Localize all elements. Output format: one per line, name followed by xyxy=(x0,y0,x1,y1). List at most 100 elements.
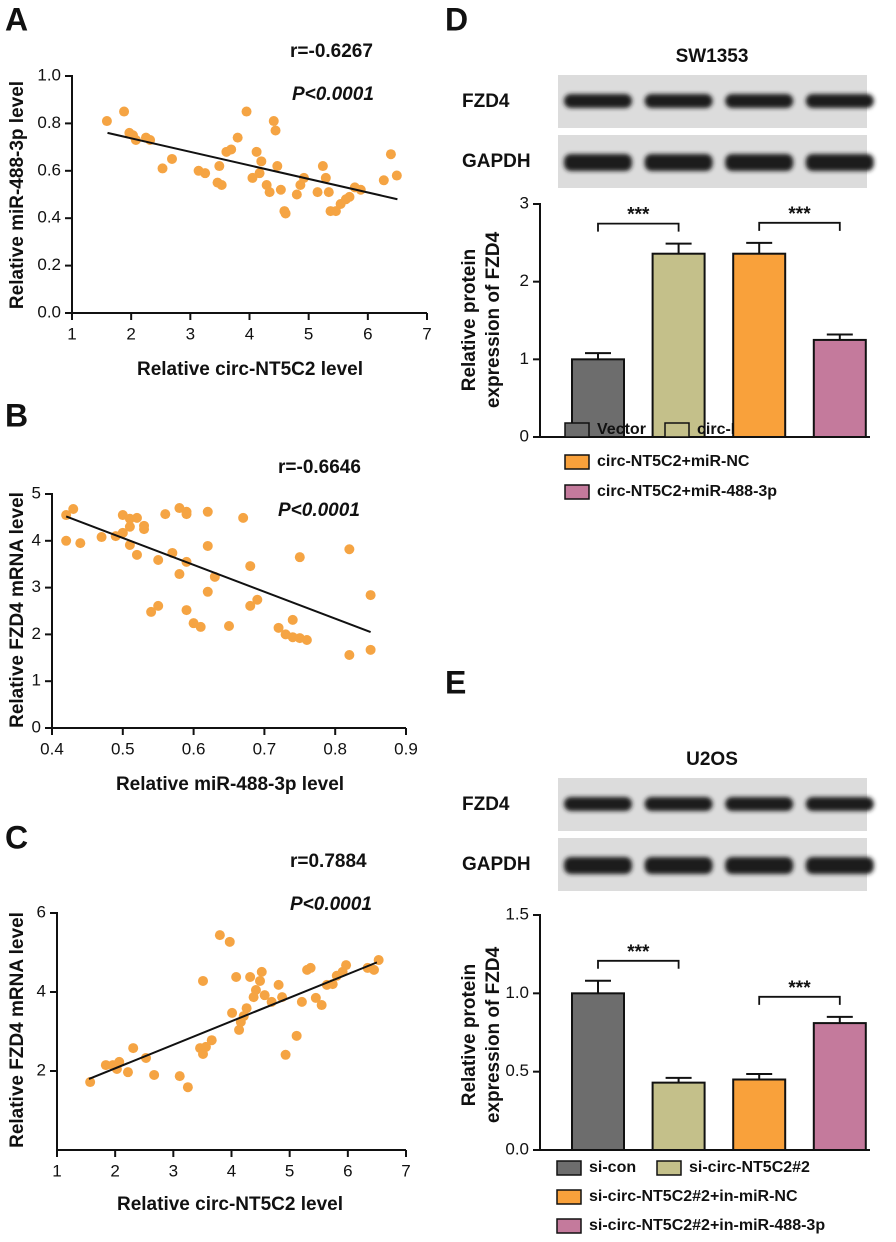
y-axis-label: expression of FZD4 xyxy=(483,231,504,408)
y-tick-label: 6 xyxy=(37,902,46,921)
point xyxy=(124,521,135,532)
y-axis-label: Relative protein xyxy=(459,249,480,392)
y-tick-label: 2 xyxy=(37,1060,46,1079)
point xyxy=(131,549,142,560)
stat-annotation: P<0.0001 xyxy=(290,894,372,915)
blot-band xyxy=(805,857,874,874)
point xyxy=(214,930,225,941)
point xyxy=(231,971,242,982)
point xyxy=(317,161,328,172)
x-tick-label: 0.6 xyxy=(182,739,206,758)
x-tick-label: 1 xyxy=(52,1161,61,1180)
bar xyxy=(651,252,706,438)
y-axis-label: Relative miR-488-3p level xyxy=(7,81,28,309)
point xyxy=(247,172,258,183)
blot-band xyxy=(564,857,632,874)
point xyxy=(280,208,291,219)
blot-band xyxy=(805,94,874,108)
x-tick-label: 2 xyxy=(126,324,135,343)
point xyxy=(344,544,355,555)
point xyxy=(256,156,267,167)
y-tick-label: 0.6 xyxy=(37,160,61,179)
point xyxy=(128,1043,139,1054)
point xyxy=(202,586,213,597)
significance-bracket xyxy=(758,995,841,1005)
point xyxy=(320,172,331,183)
point xyxy=(146,606,157,617)
point xyxy=(131,512,142,523)
legend-swatch xyxy=(556,1218,582,1234)
blot-band xyxy=(644,857,713,874)
legend-swatch xyxy=(656,1160,682,1176)
point xyxy=(75,538,86,549)
blot-band xyxy=(644,797,713,811)
point xyxy=(119,106,130,117)
significance-label: *** xyxy=(788,204,811,225)
y-tick-label: 1.5 xyxy=(505,904,529,923)
x-tick-label: 0.5 xyxy=(111,739,135,758)
blot-band xyxy=(805,797,874,811)
point xyxy=(245,600,256,611)
point xyxy=(68,503,79,514)
blot-label: FZD4 xyxy=(462,794,510,815)
panel-label: B xyxy=(5,397,28,433)
blot-band xyxy=(564,797,632,811)
legend-label: circ-NT5C2+miR-488-3p xyxy=(597,483,777,500)
point xyxy=(224,936,235,947)
y-tick-label: 2 xyxy=(520,271,529,290)
point xyxy=(166,153,177,164)
bar xyxy=(812,338,867,438)
point xyxy=(296,996,307,1007)
point xyxy=(252,594,263,605)
point xyxy=(117,527,128,538)
significance-label: *** xyxy=(788,978,811,999)
panel-label: E xyxy=(445,664,466,700)
point xyxy=(174,1071,185,1082)
y-tick-label: 0.2 xyxy=(37,255,61,274)
legend-label: circ-NT5C2+miR-NC xyxy=(597,453,750,470)
legend-label: si-circ-NT5C2#2 xyxy=(689,1159,810,1176)
point xyxy=(100,1060,111,1071)
stat-annotation: P<0.0001 xyxy=(292,84,374,105)
point xyxy=(291,189,302,200)
bar xyxy=(651,1081,706,1151)
x-axis-label: Relative circ-NT5C2 level xyxy=(137,359,363,380)
y-tick-label: 0.0 xyxy=(37,302,61,321)
point xyxy=(149,1069,160,1080)
point xyxy=(85,1077,96,1088)
point xyxy=(181,509,192,520)
point xyxy=(391,170,402,181)
bar xyxy=(732,252,787,438)
legend-swatch xyxy=(564,484,590,500)
point xyxy=(122,1067,133,1078)
point xyxy=(227,1007,238,1018)
point xyxy=(305,962,316,973)
y-tick-label: 3 xyxy=(32,577,41,596)
blot-band xyxy=(725,94,794,108)
x-tick-label: 5 xyxy=(285,1161,294,1180)
y-tick-label: 1 xyxy=(32,671,41,690)
y-axis-label: expression of FZD4 xyxy=(483,946,504,1123)
point xyxy=(238,512,249,523)
blot-band xyxy=(725,154,794,171)
fit-line xyxy=(107,131,398,201)
legend-swatch xyxy=(564,454,590,470)
point xyxy=(273,979,284,990)
point xyxy=(301,635,312,646)
point xyxy=(200,1041,211,1052)
x-tick-label: 2 xyxy=(110,1161,119,1180)
point xyxy=(197,975,208,986)
x-axis-label: Relative miR-488-3p level xyxy=(116,774,344,795)
blot-label: FZD4 xyxy=(462,91,510,112)
point xyxy=(232,132,243,143)
point xyxy=(250,985,261,996)
point xyxy=(341,960,352,971)
significance-bracket xyxy=(597,222,680,232)
y-tick-label: 0.4 xyxy=(37,208,61,227)
x-tick-label: 1 xyxy=(67,324,76,343)
blot-band xyxy=(564,154,632,171)
x-tick-label: 0.4 xyxy=(40,739,64,758)
legend-swatch xyxy=(556,1160,582,1176)
legend-swatch xyxy=(564,422,590,438)
legend-label: si-con xyxy=(589,1159,636,1176)
